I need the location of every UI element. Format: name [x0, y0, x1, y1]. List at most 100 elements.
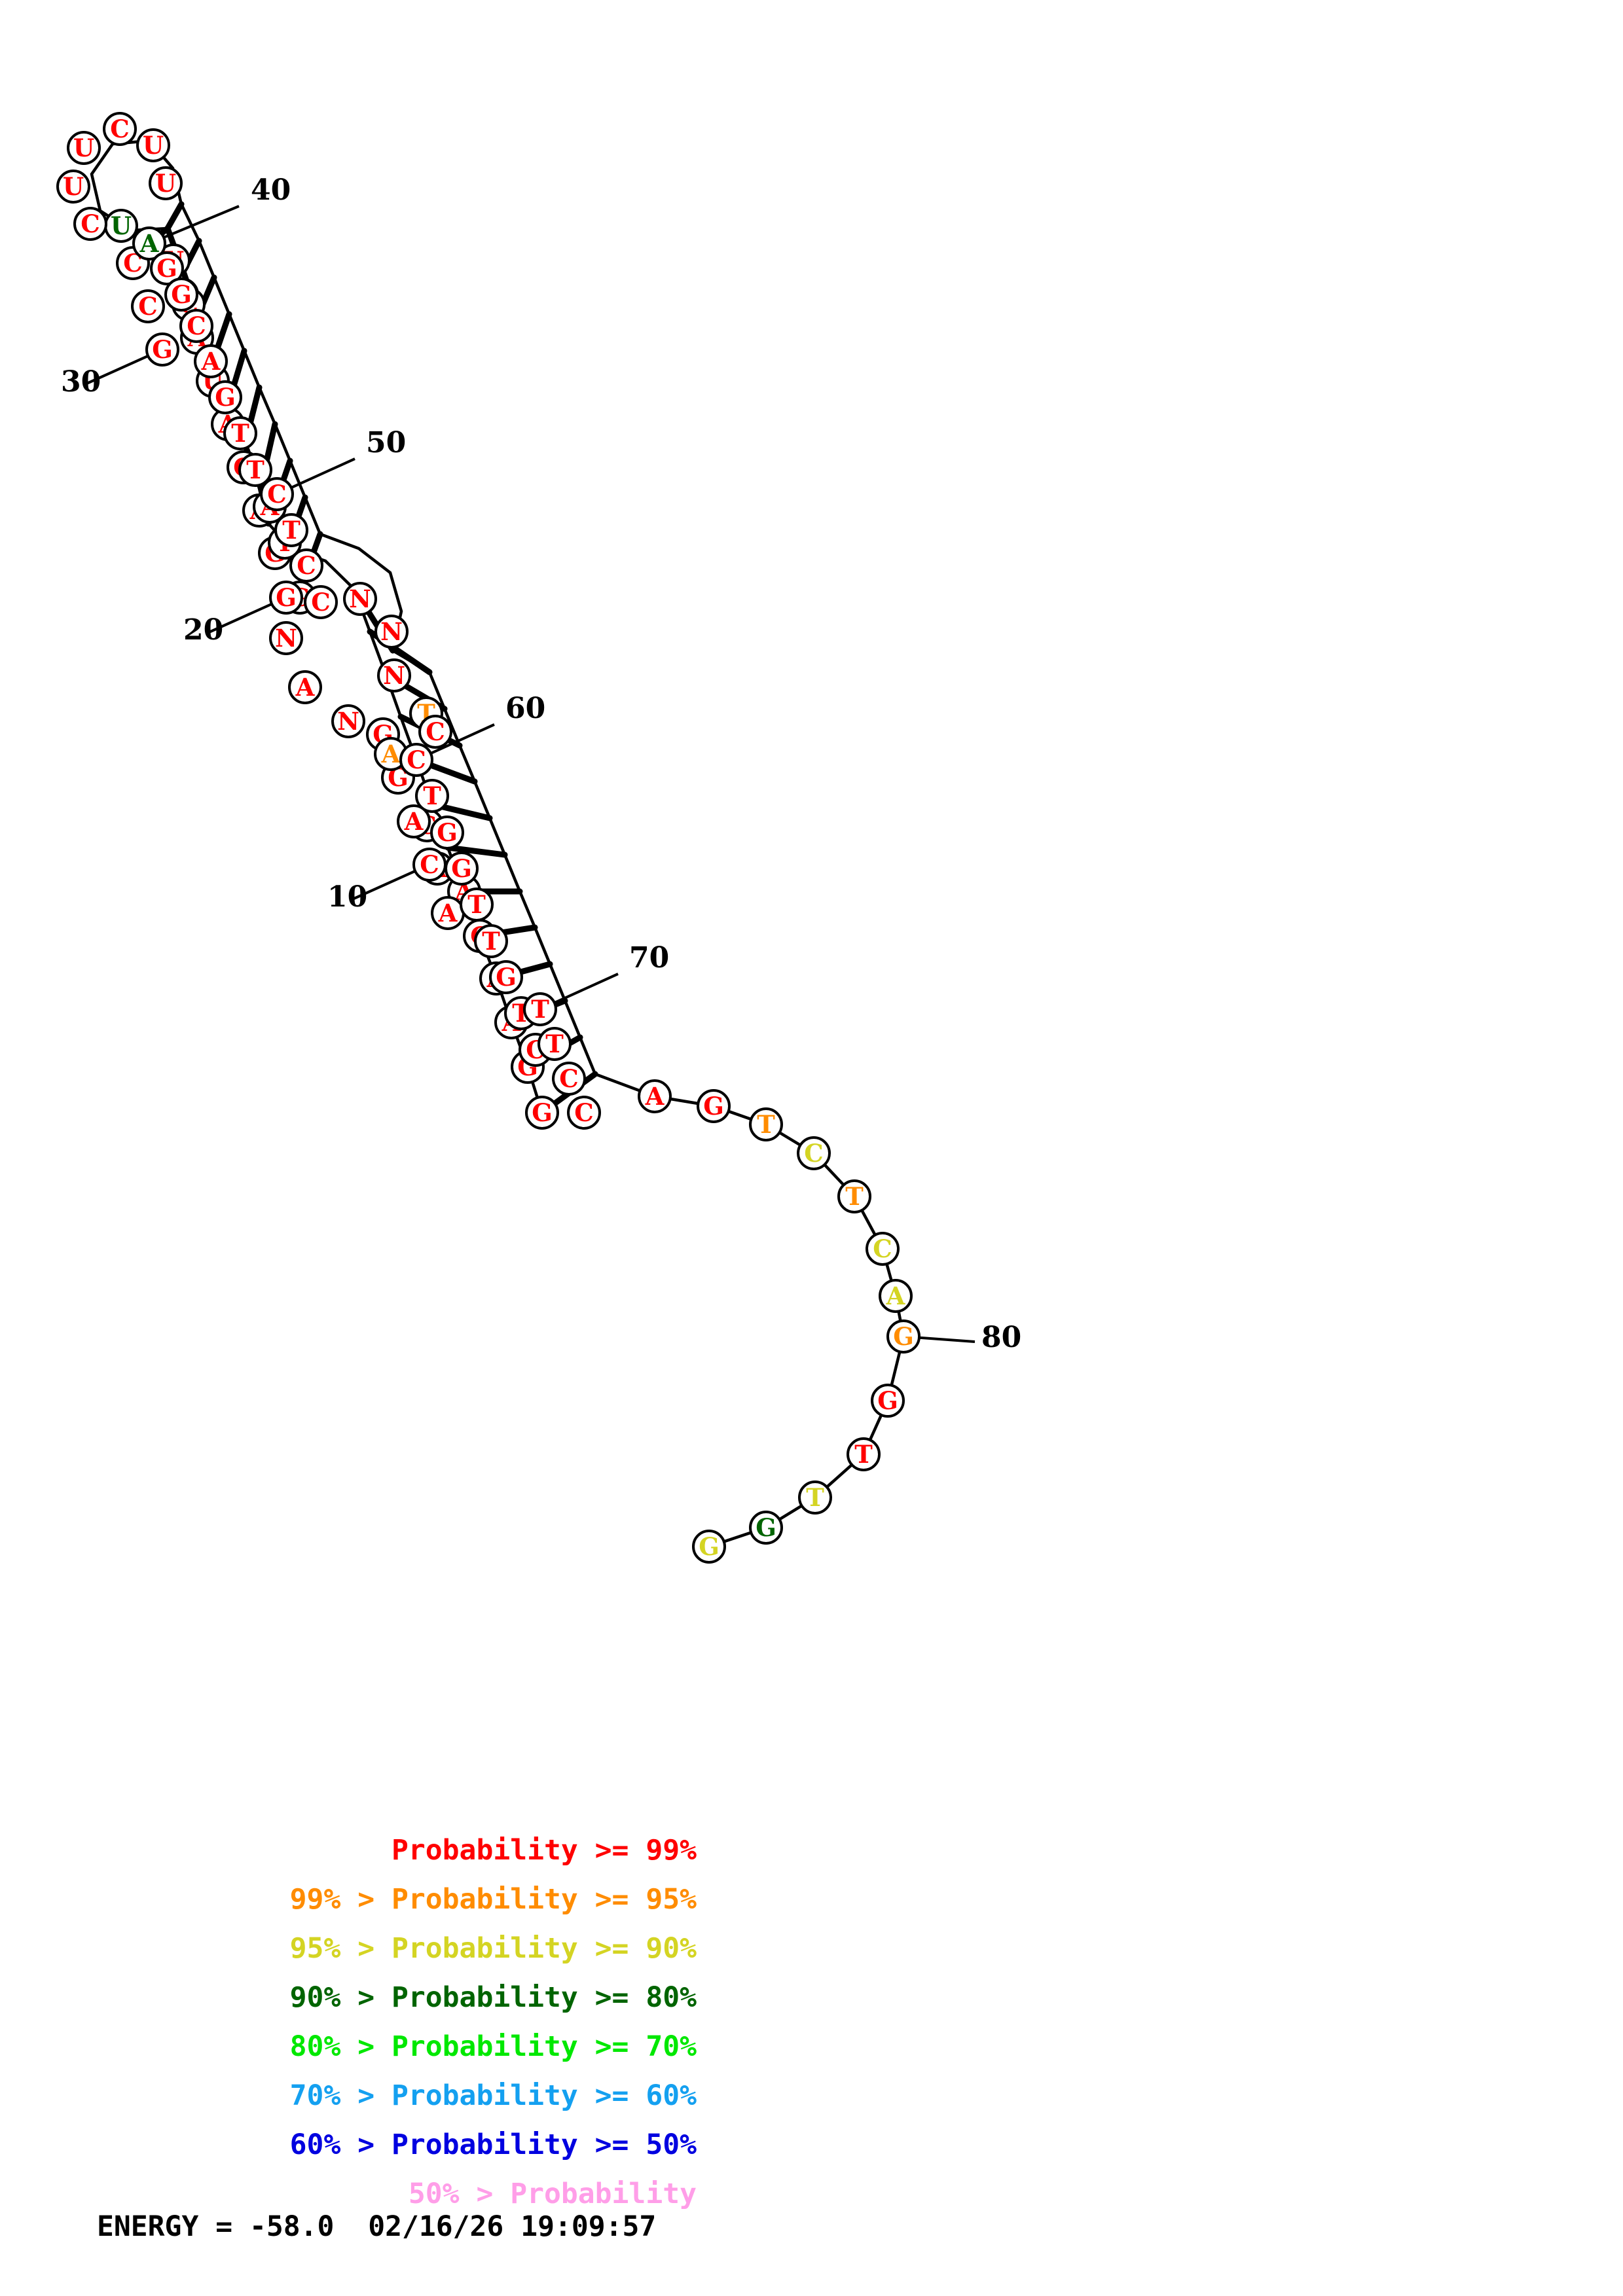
base-letter: N [337, 707, 359, 736]
base-circle [525, 1096, 559, 1130]
base-node-60: G [430, 816, 464, 850]
base-circle [269, 581, 303, 615]
base-letter: N [275, 624, 297, 653]
base-circle [132, 226, 166, 260]
base-circle [847, 1437, 881, 1471]
base-circle [150, 251, 184, 285]
legend-text-4: 80% > Probability >= 70% [289, 2030, 697, 2063]
base-node-41: G [164, 278, 198, 312]
base-node-83: G [692, 1530, 726, 1564]
base-circle [415, 779, 449, 813]
position-label-50: 50 [366, 426, 406, 459]
base-circle [749, 1107, 783, 1141]
base-node-72: G [697, 1089, 731, 1123]
base-letter: A [438, 899, 458, 927]
base-node-32: U [104, 209, 138, 243]
base-letter: T [482, 927, 500, 956]
base-circle [164, 278, 198, 312]
base-node-42: C [179, 309, 213, 343]
base-letter: T [467, 890, 486, 919]
base-letter: G [877, 1386, 898, 1415]
position-label-20: 20 [183, 613, 223, 647]
base-node-61: G [445, 852, 479, 886]
base-letter: G [699, 1532, 720, 1561]
base-letter: C [420, 850, 439, 879]
base-node-16: A [288, 670, 322, 704]
base-letter: T [531, 995, 549, 1024]
base-letter: T [246, 456, 264, 484]
base-letter: G [703, 1092, 724, 1121]
base-letter: N [380, 617, 403, 646]
base-circle [136, 128, 170, 162]
base-letter: C [81, 209, 100, 238]
base-letter: T [806, 1483, 824, 1512]
base-letter: G [451, 854, 472, 883]
base-letter: T [282, 516, 301, 545]
legend-row-6: 60% > Probability >= 50% [0, 2121, 812, 2170]
base-letter: T [757, 1110, 775, 1139]
legend-row-5: 70% > Probability >= 60% [0, 2072, 812, 2121]
base-letter: T [854, 1440, 873, 1469]
base-circle [567, 1096, 601, 1130]
position-label-30: 30 [61, 365, 101, 399]
base-circle [538, 1027, 572, 1061]
base-node-82: G [749, 1511, 783, 1545]
base-circle [445, 852, 479, 886]
base-node-54: N [374, 615, 409, 649]
base-node-43: A [194, 344, 228, 378]
base-node-29: G [145, 332, 179, 367]
position-label-60: 60 [505, 692, 545, 725]
base-circle [260, 477, 294, 511]
base-node-64: G [489, 960, 523, 994]
legend-text-6: 60% > Probability >= 50% [289, 2128, 697, 2161]
legend-text-2: 95% > Probability >= 90% [289, 1932, 697, 1965]
base-node-45: T [223, 416, 257, 450]
base-letter: A [201, 347, 221, 376]
position-label-80: 80 [981, 1321, 1021, 1354]
legend-text-3: 90% > Probability >= 80% [289, 1981, 697, 2014]
base-circle [523, 992, 557, 1026]
position-label-40: 40 [251, 173, 291, 207]
base-node-63: T [474, 924, 508, 958]
base-letter: T [845, 1182, 864, 1211]
base-letter: N [349, 584, 371, 613]
legend-row-7: 50% > Probability [0, 2170, 812, 2219]
base-letter: C [138, 292, 157, 321]
base-node-34: U [56, 170, 90, 204]
base-letter: G [893, 1322, 914, 1351]
base-circle [749, 1511, 783, 1545]
legend-row-2: 95% > Probability >= 90% [0, 1924, 812, 1973]
base-node-80: T [847, 1437, 881, 1471]
base-node-50: T [274, 513, 308, 547]
base-letter: T [423, 781, 441, 810]
base-circle [377, 658, 411, 692]
base-circle [289, 548, 323, 583]
legend-row-3: 90% > Probability >= 80% [0, 1973, 812, 2022]
base-node-58: C [399, 743, 433, 777]
base-letter: T [545, 1030, 564, 1058]
base-circle [269, 621, 303, 655]
base-letter: C [407, 745, 426, 774]
base-node-51: C [289, 548, 323, 583]
base-circle [837, 1179, 871, 1213]
base-circle [430, 816, 464, 850]
base-circle [73, 207, 107, 241]
base-letter: C [574, 1098, 593, 1127]
base-circle [397, 804, 431, 838]
base-circle [223, 416, 257, 450]
base-circle [692, 1530, 726, 1564]
legend-row-4: 80% > Probability >= 70% [0, 2022, 812, 2072]
energy-and-timestamp: ENERGY = -58.0 02/16/26 19:09:57 [97, 2210, 657, 2243]
base-letter: G [276, 583, 297, 612]
base-node-53: N [343, 582, 377, 616]
base-letter: G [152, 335, 173, 364]
base-letter: U [111, 211, 132, 240]
base-letter: C [559, 1064, 578, 1093]
base-letter: C [110, 115, 129, 143]
base-node-75: T [837, 1179, 871, 1213]
base-circle [131, 289, 165, 323]
position-label-10: 10 [327, 880, 367, 914]
base-letter: G [437, 818, 458, 847]
base-letter: U [143, 131, 164, 160]
base-node-78: G [886, 1319, 921, 1354]
